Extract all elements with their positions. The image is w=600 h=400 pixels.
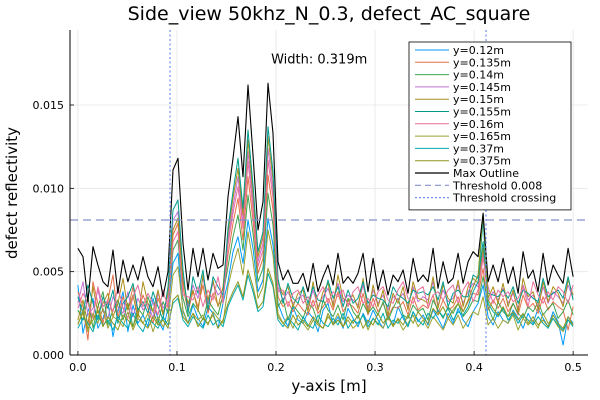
legend-label: Threshold crossing — [452, 192, 556, 205]
y-axis-label: defect reflectivity — [3, 127, 21, 259]
x-tick-label: 0.0 — [69, 361, 87, 374]
x-tick-label: 0.5 — [564, 361, 582, 374]
legend-box — [408, 41, 572, 211]
x-tick-label: 0.1 — [168, 361, 186, 374]
legend-label: y=0.16m — [453, 118, 504, 131]
x-tick-label: 0.4 — [465, 361, 483, 374]
legend-label: Max Outline — [453, 167, 519, 180]
legend-label: y=0.165m — [453, 130, 511, 143]
legend-label: y=0.15m — [453, 93, 504, 106]
series-line — [77, 159, 574, 319]
y-tick-label: 0.015 — [33, 99, 65, 112]
chart-title: Side_view 50khz_N_0.3, defect_AC_square — [128, 3, 531, 25]
legend-label: y=0.145m — [453, 81, 511, 94]
legend-label: y=0.155m — [453, 106, 511, 119]
legend-label: y=0.14m — [453, 69, 504, 82]
y-tick-label: 0.010 — [33, 182, 65, 195]
axis-ticks: 0.0 0.1 0.2 0.3 0.4 0.5 0.000 0.005 0.010 0.015 — [33, 99, 582, 374]
axes-frame — [69, 30, 588, 356]
x-tick-label: 0.3 — [366, 361, 384, 374]
series-lines — [77, 82, 574, 346]
y-tick-label: 0.005 — [33, 266, 65, 279]
max-outline-line — [77, 82, 574, 303]
legend: y=0.12my=0.135my=0.14my=0.145my=0.15my=0… — [408, 41, 572, 211]
series-line — [77, 212, 574, 331]
x-axis-label: y-axis [m] — [291, 377, 366, 395]
y-tick-label: 0.000 — [33, 349, 65, 362]
width-annotation: Width: 0.319m — [271, 52, 367, 67]
legend-label: y=0.37m — [453, 142, 504, 155]
legend-label: y=0.12m — [453, 44, 504, 57]
legend-label: Threshold 0.008 — [452, 179, 542, 192]
x-tick-label: 0.2 — [267, 361, 285, 374]
legend-label: y=0.135m — [453, 56, 511, 69]
legend-label: y=0.375m — [453, 155, 511, 168]
